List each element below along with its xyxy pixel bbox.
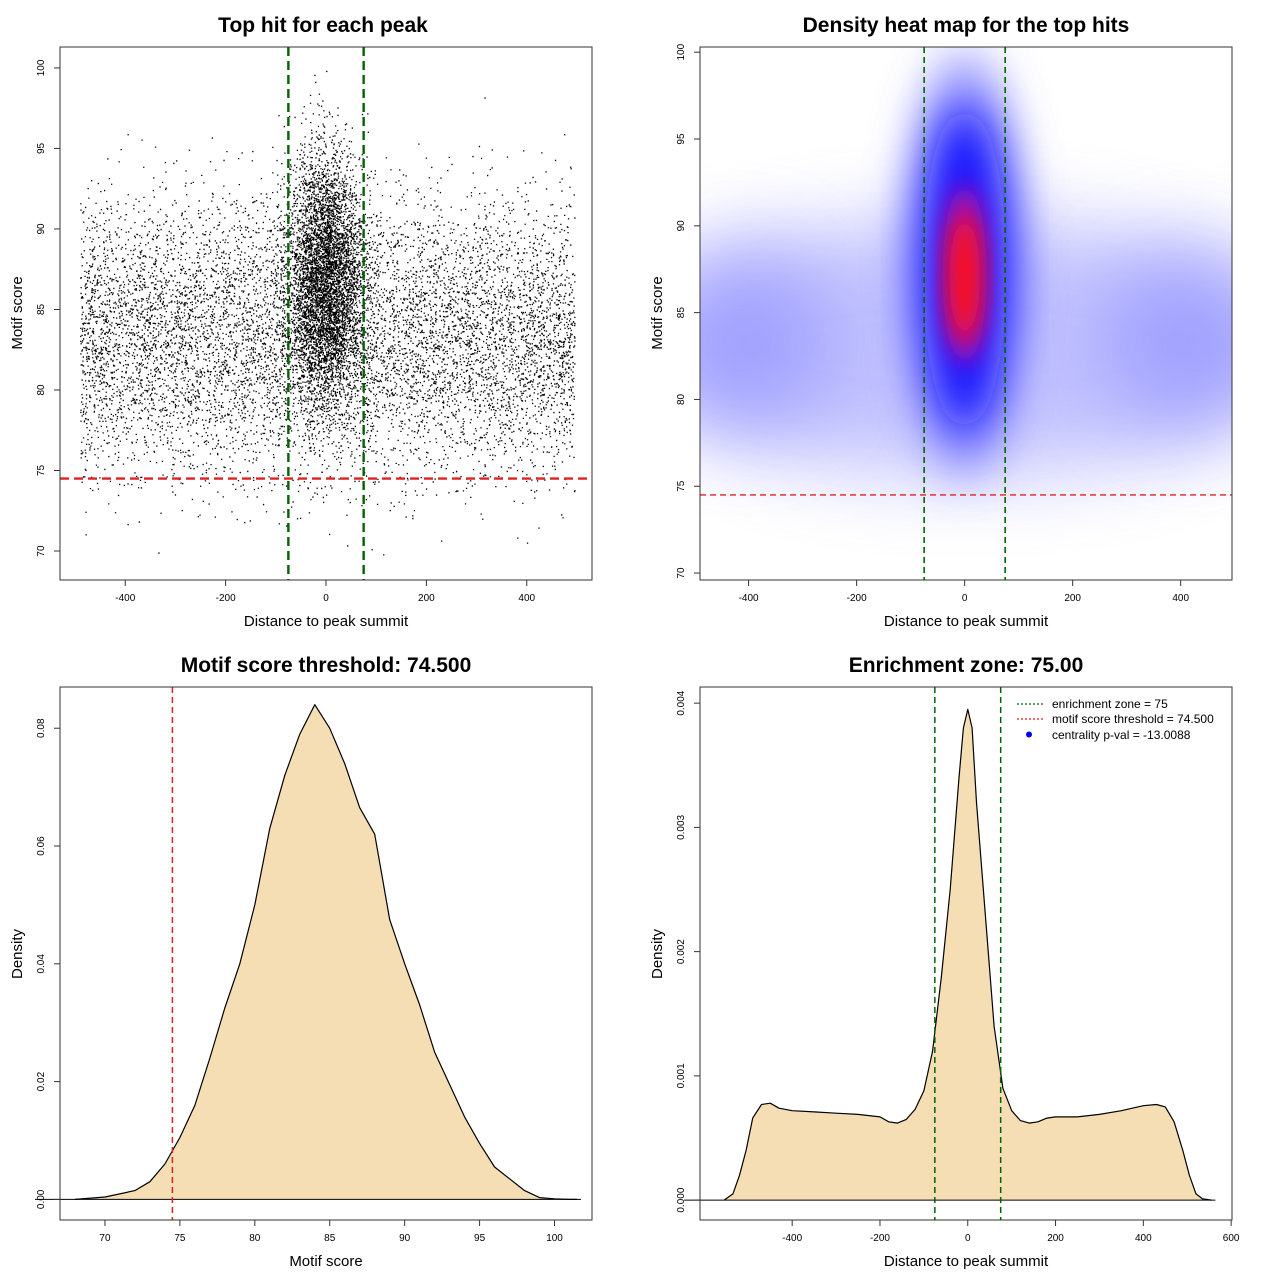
y-tick-label: 80 <box>676 393 687 405</box>
heatmap-surface <box>700 47 1232 580</box>
panel-distance-density: Enrichment zone: 75.00 -400 -200 0 200 400 60… <box>649 654 1240 1270</box>
y-tick-label: 85 <box>36 303 47 315</box>
x-tick-label: 95 <box>474 1233 486 1244</box>
heatmap-x-axis: -400 -200 0 200 400 <box>739 579 1189 604</box>
x-tick-label: 600 <box>1223 1233 1240 1244</box>
scatter-point-cloud <box>80 70 576 556</box>
panel-scatter: Top hit for each peak -400 -200 0 200 400 70… <box>9 14 593 630</box>
score-density-x-label: Motif score <box>289 1253 362 1270</box>
scatter-x-axis: -400 -200 0 200 400 <box>115 579 536 604</box>
x-tick-label: -200 <box>216 593 236 604</box>
x-tick-label: -200 <box>847 593 867 604</box>
distance-density-legend: enrichment zone = 75 motif score thresho… <box>1017 697 1214 742</box>
y-tick-label: 0.00 <box>36 1189 47 1209</box>
y-tick-label: 100 <box>676 43 687 60</box>
y-tick-label: 70 <box>36 545 47 557</box>
x-tick-label: 70 <box>99 1233 111 1244</box>
x-tick-label: 75 <box>174 1233 186 1244</box>
heatmap-y-axis: 70 75 80 85 90 95 100 <box>676 43 701 579</box>
y-tick-label: 75 <box>676 480 687 492</box>
scatter-points <box>80 70 576 556</box>
heatmap-y-label: Motif score <box>649 276 666 349</box>
x-tick-label: 90 <box>399 1233 411 1244</box>
score-density-y-axis: 0.00 0.02 0.04 0.06 0.08 <box>36 718 61 1209</box>
heatmap-reference-lines <box>700 47 1232 580</box>
density-fill <box>75 704 577 1200</box>
x-tick-label: 0 <box>965 1233 971 1244</box>
heatmap-x-label: Distance to peak summit <box>884 613 1049 630</box>
y-tick-label: 70 <box>676 567 687 579</box>
heatmap-density-layers <box>700 49 1232 480</box>
x-tick-label: 0 <box>323 593 329 604</box>
x-tick-label: -400 <box>739 593 759 604</box>
distance-density-x-axis: -400 -200 0 200 400 600 <box>782 1219 1240 1244</box>
y-tick-label: 95 <box>676 133 687 145</box>
heat-left-lobe <box>700 243 830 434</box>
legend-centrality-dot <box>1026 731 1032 738</box>
distance-density-area <box>684 708 1216 1201</box>
y-tick-label: 85 <box>676 307 687 319</box>
distance-density-x-label: Distance to peak summit <box>884 1253 1049 1270</box>
legend-centrality-label: centrality p-val = -13.0088 <box>1052 728 1191 742</box>
y-tick-label: 0.06 <box>36 836 47 856</box>
legend-enrichment-label: enrichment zone = 75 <box>1052 697 1168 711</box>
scatter-reference-lines <box>60 47 592 580</box>
x-tick-label: 400 <box>518 593 535 604</box>
y-tick-label: 0.004 <box>676 690 687 715</box>
y-tick-label: 0.002 <box>676 939 687 964</box>
density-curve <box>723 708 1212 1201</box>
score-density-x-axis: 70 75 80 85 90 95 100 <box>99 1219 563 1244</box>
scatter-y-label: Motif score <box>9 276 26 349</box>
x-tick-label: -200 <box>870 1233 890 1244</box>
scatter-title: Top hit for each peak <box>218 14 428 37</box>
x-tick-label: 85 <box>324 1233 336 1244</box>
x-tick-label: 200 <box>418 593 435 604</box>
density-fill <box>724 709 1212 1201</box>
heat-right-lobe <box>1102 243 1232 434</box>
distance-density-y-axis: 0.000 0.001 0.002 0.003 0.004 <box>676 690 701 1213</box>
legend-threshold-label: motif score threshold = 74.500 <box>1052 712 1214 726</box>
x-tick-label: -400 <box>782 1233 802 1244</box>
y-tick-label: 0.02 <box>36 1071 47 1091</box>
panel-heatmap: Density heat map for the top hits -400 -2… <box>649 14 1233 630</box>
heat-hotspot <box>949 215 980 340</box>
y-tick-label: 0.003 <box>676 814 687 839</box>
score-density-area <box>34 704 582 1200</box>
scatter-x-label: Distance to peak summit <box>244 613 409 630</box>
y-tick-label: 100 <box>36 59 47 76</box>
x-tick-label: 100 <box>546 1233 563 1244</box>
x-tick-label: 200 <box>1064 593 1081 604</box>
distance-density-y-label: Density <box>649 928 666 979</box>
x-tick-label: 0 <box>962 593 968 604</box>
x-tick-label: 400 <box>1172 593 1189 604</box>
panel-score-density: Motif score threshold: 74.500 70 75 80 85 90… <box>9 654 593 1270</box>
y-tick-label: 0.08 <box>36 718 47 738</box>
y-tick-label: 0.04 <box>36 954 47 974</box>
y-tick-label: 80 <box>36 384 47 396</box>
x-tick-label: 200 <box>1047 1233 1064 1244</box>
heatmap-title: Density heat map for the top hits <box>803 14 1130 37</box>
scatter-y-axis: 70 75 80 85 90 95 100 <box>36 59 61 557</box>
y-tick-label: 0.001 <box>676 1063 687 1088</box>
density-curve <box>74 704 577 1200</box>
x-tick-label: 400 <box>1135 1233 1152 1244</box>
y-tick-label: 90 <box>36 223 47 235</box>
x-tick-label: 80 <box>249 1233 261 1244</box>
score-density-y-label: Density <box>9 928 26 979</box>
y-tick-label: 95 <box>36 142 47 154</box>
y-tick-label: 0.000 <box>676 1187 687 1212</box>
x-tick-label: -400 <box>115 593 135 604</box>
score-density-title: Motif score threshold: 74.500 <box>181 654 472 677</box>
y-tick-label: 75 <box>36 465 47 477</box>
distance-density-reference-lines <box>934 687 1002 1220</box>
y-tick-label: 90 <box>676 220 687 232</box>
distance-density-title: Enrichment zone: 75.00 <box>849 654 1084 677</box>
